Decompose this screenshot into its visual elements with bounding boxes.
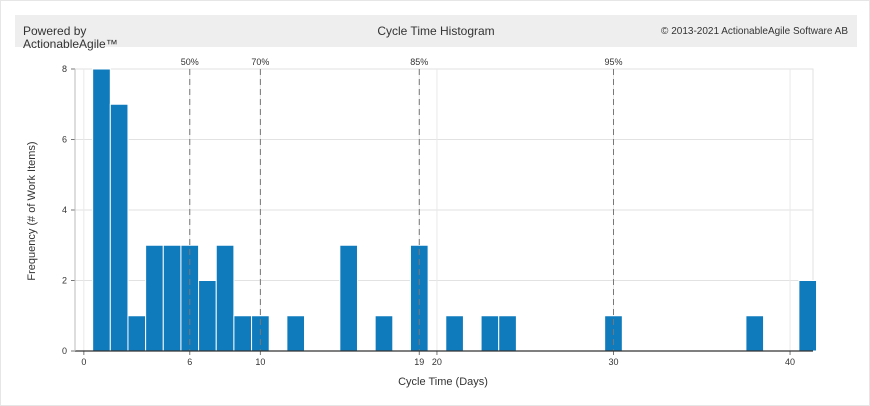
histogram-bar [127, 315, 147, 352]
histogram-bar [374, 315, 394, 352]
histogram-bar [198, 280, 217, 352]
percentile-label: 95% [604, 57, 622, 67]
powered-by-label: Powered by ActionableAgile™ [23, 25, 118, 51]
y-axis-label: Frequency (# of Work Items) [26, 141, 38, 280]
x-tick-label: 19 [414, 357, 424, 367]
percentile-label: 70% [251, 57, 269, 67]
percentile-layer: 50% 70% 85% 95% [181, 57, 623, 351]
powered-by-line1: Powered by [23, 24, 87, 38]
x-axis-label: Cycle Time (Days) [398, 376, 488, 388]
chart-header: Powered by ActionableAgile™ Cycle Time H… [15, 15, 857, 51]
histogram-bar [286, 315, 306, 352]
bar-layer [92, 68, 818, 352]
histogram-bar [92, 68, 111, 352]
x-tick-label: 0 [81, 357, 86, 367]
percentile-label: 50% [181, 57, 199, 67]
histogram-bar [145, 244, 164, 352]
chart-title: Cycle Time Histogram [377, 24, 495, 38]
histogram-bar [798, 280, 818, 352]
x-tick-label: 6 [187, 357, 192, 367]
histogram-bar [233, 315, 253, 352]
axis-layer: 0 2 4 6 8 0 6 10 19 20 30 40 [62, 64, 813, 367]
histogram-bar [745, 315, 765, 352]
histogram-bar [109, 103, 129, 352]
histogram-bar [339, 244, 358, 352]
y-tick-label: 2 [62, 276, 67, 286]
x-tick-label: 20 [432, 357, 442, 367]
percentile-label: 85% [410, 57, 428, 67]
x-tick-label: 10 [255, 357, 265, 367]
histogram-bar [215, 244, 235, 352]
y-tick-label: 8 [62, 64, 67, 74]
copyright-text: © 2013-2021 ActionableAgile Software AB [661, 26, 848, 37]
histogram-bar [498, 315, 517, 352]
x-tick-label: 30 [608, 357, 618, 367]
y-tick-label: 6 [62, 135, 67, 145]
powered-by-line2: ActionableAgile™ [23, 37, 118, 51]
y-tick-label: 4 [62, 205, 67, 215]
histogram-bar [445, 315, 464, 352]
histogram-bar [162, 244, 182, 352]
histogram-bar [480, 315, 500, 352]
x-tick-label: 40 [785, 357, 795, 367]
y-tick-label: 0 [62, 346, 67, 356]
